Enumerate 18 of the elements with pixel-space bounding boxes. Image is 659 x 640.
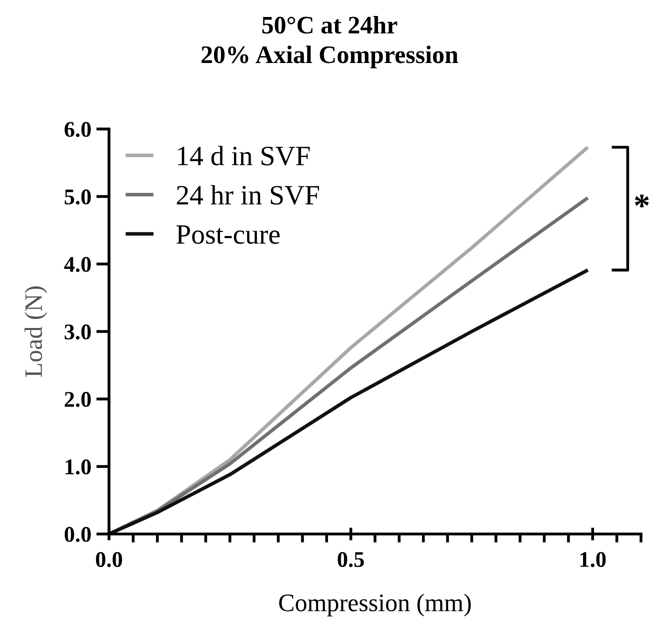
y-tick-label: 5.0 xyxy=(64,189,91,205)
legend-label: 24 hr in SVF xyxy=(176,185,319,205)
y-tick-label: 3.0 xyxy=(64,324,91,340)
chart-title: 50°C at 24hr 20% Axial Compression xyxy=(202,16,458,68)
y-tick-label: 2.0 xyxy=(64,392,91,408)
x-tick-label: 0.0 xyxy=(96,552,122,568)
y-tick-label: 4.0 xyxy=(64,256,91,272)
legend-label: Post-cure xyxy=(176,225,280,244)
y-tick-label: 6.0 xyxy=(64,122,91,138)
x-tick-label: 0.5 xyxy=(338,552,364,568)
x-tick-label: 1.0 xyxy=(580,552,606,568)
line-series xyxy=(109,268,590,534)
y-axis-title: Load (N) xyxy=(24,286,48,377)
y-tick-label: 0.0 xyxy=(64,526,91,542)
annotation: * xyxy=(634,194,649,208)
y-tick-label: 1.0 xyxy=(66,459,91,475)
legend-label: 14 d in SVF xyxy=(178,146,310,166)
x-axis-title: Compression (mm) xyxy=(279,594,471,616)
